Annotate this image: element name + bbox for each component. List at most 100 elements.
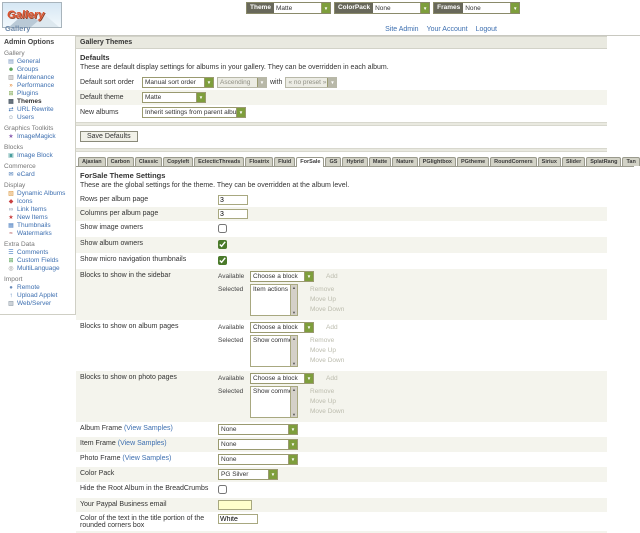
- scroll-down-icon[interactable]: ▼: [292, 310, 296, 315]
- view-samples-link[interactable]: (View Samples): [123, 425, 173, 432]
- listbox-option[interactable]: Item actions: [253, 286, 289, 293]
- show-image-owners-checkbox[interactable]: [218, 224, 227, 233]
- move-up-link[interactable]: Move Up: [310, 346, 337, 354]
- blocks-album-pages-available-select[interactable]: Choose a block ▼: [250, 322, 314, 333]
- listbox-scrollbar[interactable]: ▲ ▼: [290, 285, 297, 315]
- tab-eclecticthreads[interactable]: EclecticThreads: [194, 157, 245, 166]
- scroll-up-icon[interactable]: ▲: [292, 387, 296, 392]
- tab-fluid[interactable]: Fluid: [274, 157, 296, 166]
- frames-picker-select[interactable]: None ▼: [463, 3, 520, 13]
- tab-tan[interactable]: Tan: [622, 157, 640, 166]
- show-micro-navigation-thumbnails-checkbox[interactable]: [218, 256, 227, 265]
- title-text-color-input[interactable]: [218, 514, 258, 524]
- view-samples-link[interactable]: (View Samples): [122, 455, 172, 462]
- add-link[interactable]: Add: [326, 273, 338, 280]
- tab-splatrang[interactable]: SplatRang: [586, 157, 622, 166]
- tab-carbon[interactable]: Carbon: [106, 157, 134, 166]
- sidebar-item-maintenance[interactable]: ▥ Maintenance: [7, 74, 73, 81]
- sidebar-item-comments[interactable]: ☰ Comments: [7, 249, 73, 256]
- tab-classic[interactable]: Classic: [134, 157, 163, 166]
- blocks-photo-pages-available-select[interactable]: Choose a block ▼: [250, 373, 314, 384]
- default-theme-select[interactable]: Matte ▼: [142, 92, 206, 103]
- rows-per-album-page-input[interactable]: [218, 195, 248, 205]
- sidebar-item-dynamic-albums[interactable]: ▧ Dynamic Albums: [7, 190, 73, 197]
- move-up-link[interactable]: Move Up: [310, 397, 337, 405]
- columns-per-album-page-input[interactable]: [218, 209, 248, 219]
- remove-link[interactable]: Remove: [310, 337, 335, 344]
- remove-link[interactable]: Remove: [310, 286, 335, 293]
- sidebar-item-link-items[interactable]: ∞ Link Items: [7, 206, 73, 213]
- sidebar-item-multilanguage[interactable]: ◎ MultiLanguage: [7, 265, 73, 272]
- theme-picker-select[interactable]: Matte ▼: [273, 3, 330, 13]
- sidebar-item-watermarks[interactable]: ≈ Watermarks: [7, 230, 73, 237]
- tab-forsale[interactable]: ForSale: [296, 157, 325, 167]
- dropdown-arrow-icon: ▼: [204, 78, 213, 87]
- photo-frame-select[interactable]: None ▼: [218, 454, 298, 465]
- move-down-link[interactable]: Move Down: [310, 356, 345, 364]
- scroll-down-icon[interactable]: ▼: [292, 361, 296, 366]
- blocks-album-pages-selected-listbox[interactable]: Show comments ▲ ▼: [250, 335, 298, 367]
- sidebar-item-performance[interactable]: » Performance: [7, 82, 73, 89]
- tab-roundcorners[interactable]: RoundCorners: [490, 157, 537, 166]
- move-down-link[interactable]: Move Down: [310, 407, 345, 415]
- color-pack-select[interactable]: PG Silver ▼: [218, 469, 278, 480]
- colorpack-picker-select[interactable]: None ▼: [373, 3, 430, 13]
- sidebar-item-icons[interactable]: ◆ Icons: [7, 198, 73, 205]
- blocks-sidebar-selected-listbox[interactable]: Item actions ▲ ▼: [250, 284, 298, 316]
- tab-hybrid[interactable]: Hybrid: [342, 157, 368, 166]
- tab-matte[interactable]: Matte: [368, 157, 392, 166]
- sidebar-item-image-block[interactable]: ▣ Image Block: [7, 152, 73, 159]
- blocks-sidebar-available-select[interactable]: Choose a block ▼: [250, 271, 314, 282]
- tab-siriux[interactable]: Siriux: [537, 157, 561, 166]
- view-samples-link[interactable]: (View Samples): [117, 440, 167, 447]
- album-frame-select[interactable]: None ▼: [218, 424, 298, 435]
- scroll-up-icon[interactable]: ▲: [292, 336, 296, 341]
- tab-copyleft[interactable]: Copyleft: [163, 157, 194, 166]
- listbox-scrollbar[interactable]: ▲ ▼: [290, 387, 297, 417]
- gallery-logo[interactable]: Gallery: [2, 2, 62, 28]
- move-up-link[interactable]: Move Up: [310, 295, 337, 303]
- remove-link[interactable]: Remove: [310, 388, 335, 395]
- sidebar-item-groups[interactable]: ☻ Groups: [7, 66, 73, 73]
- listbox-scrollbar[interactable]: ▲ ▼: [290, 336, 297, 366]
- your-account-link[interactable]: Your Account: [426, 26, 468, 33]
- show-album-owners-checkbox[interactable]: [218, 240, 227, 249]
- sidebar-item-general[interactable]: ▤ General: [7, 58, 73, 65]
- hide-root-album-breadcrumbs-checkbox[interactable]: [218, 485, 227, 494]
- site-admin-link[interactable]: Site Admin: [385, 26, 419, 33]
- sidebar-item-url-rewrite[interactable]: ⇄ URL Rewrite: [7, 106, 73, 113]
- sidebar-item-users[interactable]: ☺ Users: [7, 114, 73, 121]
- tab-floatrix[interactable]: Floatrix: [245, 157, 274, 166]
- sidebar-item-new-items[interactable]: ★ New Items: [7, 214, 73, 221]
- paypal-business-email-input[interactable]: [218, 500, 252, 510]
- sidebar-item-plugins[interactable]: ⊞ Plugins: [7, 90, 73, 97]
- sidebar-item-upload-applet[interactable]: ↑ Upload Applet: [7, 292, 73, 299]
- sidebar-item-remote[interactable]: ● Remote: [7, 284, 73, 291]
- logout-link[interactable]: Logout: [475, 26, 497, 33]
- breadcrumb[interactable]: Gallery: [5, 24, 31, 33]
- add-link[interactable]: Add: [326, 375, 338, 382]
- scroll-down-icon[interactable]: ▼: [292, 412, 296, 417]
- item-frame-select[interactable]: None ▼: [218, 439, 298, 450]
- default-sort-order-select[interactable]: Manual sort order ▼: [142, 77, 214, 88]
- sidebar-item-custom-fields[interactable]: ⊞ Custom Fields: [7, 257, 73, 264]
- listbox-option[interactable]: Show comments: [253, 337, 298, 344]
- move-down-link[interactable]: Move Down: [310, 305, 345, 313]
- sidebar-item-thumbnails[interactable]: ▦ Thumbnails: [7, 222, 73, 229]
- sidebar-item-ecard[interactable]: ✉ eCard: [7, 171, 73, 178]
- listbox-option[interactable]: Show comments: [253, 388, 298, 395]
- tab-gs[interactable]: GS: [325, 157, 342, 166]
- new-albums-select[interactable]: Inherit settings from parent album ▼: [142, 107, 246, 118]
- tab-ajaxian[interactable]: Ajaxian: [78, 157, 106, 166]
- scroll-up-icon[interactable]: ▲: [292, 285, 296, 290]
- tab-slider[interactable]: Slider: [561, 157, 586, 166]
- tab-pglightbox[interactable]: PGlightbox: [418, 157, 456, 166]
- blocks-photo-pages-selected-listbox[interactable]: Show comments ▲ ▼: [250, 386, 298, 418]
- sidebar-item-themes[interactable]: ▦ Themes: [7, 98, 73, 105]
- add-link[interactable]: Add: [326, 324, 338, 331]
- tab-pgtheme[interactable]: PGtheme: [457, 157, 490, 166]
- sidebar-item-imagemagick[interactable]: ★ ImageMagick: [7, 133, 73, 140]
- save-defaults-button[interactable]: Save Defaults: [80, 131, 138, 142]
- sidebar-item-web-server[interactable]: ▥ Web/Server: [7, 300, 73, 307]
- tab-nature[interactable]: Nature: [392, 157, 418, 166]
